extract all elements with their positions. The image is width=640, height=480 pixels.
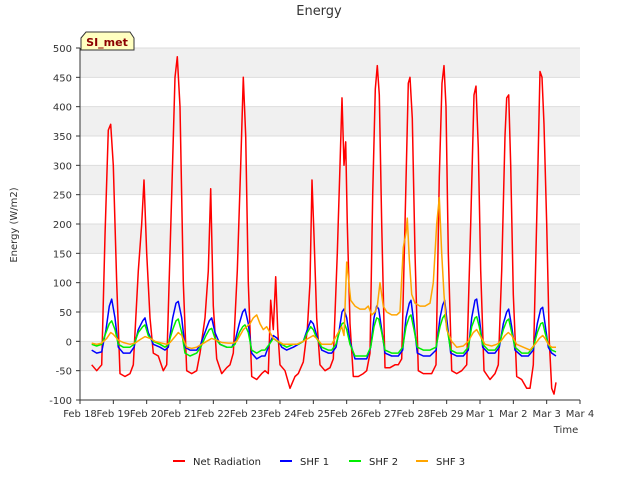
x-tick-label: Feb 23 [230,409,264,420]
plot-band [80,165,580,195]
legend-label: SHF 2 [369,457,398,468]
x-tick-label: Mar 2 [499,409,527,420]
legend: Net Radiation SHF 1 SHF 2 SHF 3 [173,457,465,468]
legend-label: Net Radiation [193,457,261,468]
y-tick-label: -50 [56,367,72,378]
x-tick-label: Mar 3 [532,409,560,420]
series-line-shf-3 [91,196,556,351]
x-tick-label: Feb 27 [363,409,397,420]
x-tick-label: Feb 21 [163,409,197,420]
plot-band [80,48,580,78]
series-line-net-radiation [91,56,557,395]
plot-band [80,106,580,136]
site-label-box: SI_met [80,31,135,51]
y-tick-label: 400 [53,103,72,114]
y-tick-label: 250 [53,191,72,202]
x-tick-label: Feb 22 [197,409,231,420]
x-tick-label: Feb 24 [263,409,297,420]
x-tick-label: Feb 19 [97,409,131,420]
x-tick-label: Feb 26 [330,409,364,420]
y-tick-label: 200 [53,220,72,231]
series-line-shf-2 [91,314,557,357]
y-tick-label: 0 [66,337,72,348]
y-tick-label: 500 [53,44,72,55]
x-tick-label: Mar 4 [566,409,594,420]
legend-label: SHF 3 [436,457,465,468]
y-tick-label: 450 [53,73,72,84]
y-axis-title: Energy (W/m2) [9,187,20,262]
plot-band [80,282,580,312]
y-tick-label: 350 [53,132,72,143]
y-tick-label: 50 [59,308,72,319]
y-tick-label: 300 [53,161,72,172]
y-tick-label: -100 [49,396,72,407]
site-label: SI_met [86,36,128,49]
series-layer [91,56,557,395]
plot-band [80,224,580,254]
x-tick-label: Feb 25 [297,409,331,420]
x-tick-label: Feb 28 [397,409,431,420]
x-tick-label: Mar 1 [466,409,494,420]
y-tick-label: 150 [53,249,72,260]
x-tick-label: Feb 20 [130,409,164,420]
x-tick-label: Feb 18 [63,409,97,420]
x-axis-title: Time [553,425,578,436]
series-line-shf-1 [91,298,557,360]
x-tick-label: Feb 29 [430,409,464,420]
legend-label: SHF 1 [300,457,329,468]
y-tick-label: 100 [53,279,72,290]
axes: -100 -50 0 50 100 150 200 250 300 350 400 450 500 Feb… [49,44,594,420]
chart-title: Energy [296,4,342,19]
